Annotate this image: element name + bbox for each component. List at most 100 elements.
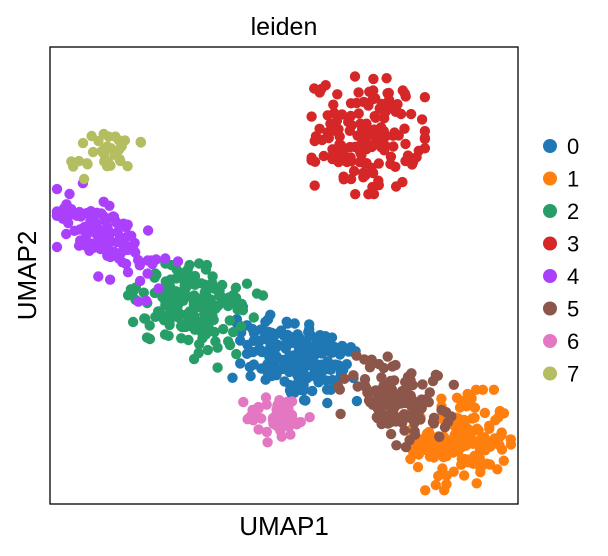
- scatter-point: [291, 419, 302, 430]
- scatter-point: [469, 412, 480, 423]
- scatter-point: [172, 256, 184, 267]
- scatter-point: [165, 274, 176, 285]
- scatter-point: [428, 418, 440, 429]
- scatter-point: [286, 360, 297, 371]
- chart-title: leiden: [251, 13, 318, 41]
- scatter-point: [395, 108, 407, 120]
- scatter-point: [404, 412, 415, 423]
- scatter-point: [99, 143, 111, 154]
- cluster-0-points: [227, 301, 370, 409]
- scatter-point: [304, 412, 315, 423]
- scatter-point: [420, 485, 431, 496]
- scatter-point: [469, 402, 481, 413]
- scatter-point: [284, 379, 296, 391]
- scatter-point: [382, 351, 393, 362]
- scatter-point: [492, 464, 503, 475]
- scatter-point: [399, 123, 410, 134]
- scatter-point: [230, 282, 242, 293]
- scatter-point: [327, 153, 338, 165]
- scatter-point: [322, 110, 333, 121]
- scatter-point: [176, 333, 187, 344]
- legend-marker: [543, 301, 557, 316]
- scatter-point: [390, 181, 402, 192]
- scatter-point: [193, 258, 205, 269]
- scatter-point: [425, 430, 436, 441]
- scatter-point: [142, 255, 153, 266]
- scatter-point: [304, 323, 315, 335]
- scatter-point: [334, 131, 345, 142]
- scatter-point: [306, 111, 317, 122]
- scatter-point: [245, 370, 256, 382]
- scatter-point: [111, 237, 123, 248]
- scatter-point: [180, 320, 191, 332]
- scatter-point: [505, 434, 516, 445]
- scatter-point: [285, 429, 296, 440]
- scatter-point: [368, 73, 379, 85]
- legend-item-4: 4: [543, 264, 579, 289]
- scatter-point: [115, 155, 126, 167]
- scatter-point: [453, 446, 464, 457]
- legend-marker: [543, 204, 557, 218]
- scatter-point: [170, 299, 181, 310]
- scatter-point: [383, 87, 394, 99]
- scatter-point: [344, 141, 356, 153]
- scatter-point: [93, 271, 104, 282]
- plot-frame: [49, 46, 519, 505]
- scatter-point: [406, 368, 417, 379]
- scatter-point: [77, 137, 89, 149]
- scatter-point: [227, 372, 238, 383]
- scatter-point: [328, 99, 339, 110]
- scatter-point: [218, 323, 229, 335]
- scatter-point: [430, 479, 441, 491]
- scatter-point: [405, 453, 416, 465]
- scatter-point: [61, 199, 72, 210]
- scatter-point: [271, 420, 282, 431]
- scatter-point: [144, 320, 155, 331]
- scatter-point: [309, 180, 320, 191]
- scatter-point: [436, 404, 447, 416]
- scatter-point: [424, 387, 435, 398]
- scatter-point: [370, 135, 381, 147]
- legend-marker: [543, 139, 557, 153]
- scatter-point: [464, 434, 476, 446]
- scatter-point: [385, 428, 397, 440]
- scatter-point: [105, 246, 116, 257]
- scatter-point: [78, 173, 90, 185]
- scatter-point: [359, 374, 371, 385]
- scatter-point: [171, 286, 182, 297]
- scatter-point: [200, 286, 212, 297]
- scatter-point: [368, 85, 379, 96]
- scatter-point: [274, 395, 285, 406]
- legend-label: 7: [567, 362, 579, 387]
- scatter-point: [257, 290, 269, 301]
- scatter-point: [335, 408, 346, 420]
- scatter-point: [102, 156, 114, 167]
- scatter-point: [345, 152, 356, 163]
- scatter-point: [369, 111, 380, 122]
- scatter-point: [400, 441, 412, 453]
- scatter-point: [470, 384, 482, 395]
- legend-marker: [543, 171, 557, 186]
- scatter-point: [380, 130, 392, 142]
- scatter-point: [405, 108, 417, 120]
- scatter-point: [180, 284, 191, 295]
- scatter-point: [412, 461, 424, 473]
- legend-item-3: 3: [543, 232, 579, 257]
- scatter-point: [451, 432, 462, 443]
- scatter-point: [184, 307, 196, 318]
- scatter-point: [321, 384, 333, 395]
- scatter-point: [262, 437, 273, 448]
- scatter-point: [320, 331, 331, 342]
- y-axis-label: UMAP2: [12, 231, 42, 321]
- scatter-point: [260, 392, 272, 403]
- scatter-point: [158, 315, 170, 326]
- legend-item-1: 1: [543, 167, 579, 192]
- scatter-point: [122, 267, 134, 278]
- scatter-point: [442, 416, 454, 428]
- scatter-point: [338, 171, 349, 182]
- scatter-point: [210, 336, 221, 347]
- scatter-point: [74, 206, 85, 218]
- scatter-point: [110, 131, 121, 142]
- legend-label: 1: [567, 167, 579, 192]
- cluster-3-points: [306, 71, 431, 200]
